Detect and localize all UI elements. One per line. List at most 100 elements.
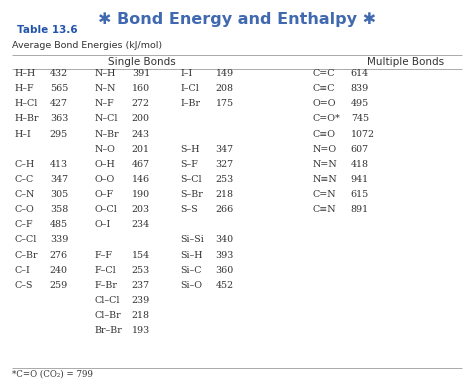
Text: N–Br: N–Br — [95, 129, 119, 139]
Text: Multiple Bonds: Multiple Bonds — [367, 57, 444, 67]
Text: N–O: N–O — [95, 145, 116, 154]
Text: N–F: N–F — [95, 99, 115, 108]
Text: S–S: S–S — [180, 205, 198, 214]
Text: C–I: C–I — [14, 266, 30, 275]
Text: C=N: C=N — [313, 190, 337, 199]
Text: Si–C: Si–C — [180, 266, 201, 275]
Text: 295: 295 — [50, 129, 68, 139]
Text: 146: 146 — [132, 175, 150, 184]
Text: 200: 200 — [132, 115, 150, 123]
Text: H–Cl: H–Cl — [14, 99, 37, 108]
Text: 360: 360 — [216, 266, 234, 275]
Text: ✱ Bond Energy and Enthalpy ✱: ✱ Bond Energy and Enthalpy ✱ — [98, 12, 376, 27]
Text: I–Br: I–Br — [180, 99, 200, 108]
Text: Br–Br: Br–Br — [95, 326, 123, 335]
Text: O–I: O–I — [95, 220, 111, 229]
Text: C≡O: C≡O — [313, 129, 336, 139]
Text: 427: 427 — [50, 99, 68, 108]
Text: C–Br: C–Br — [14, 250, 38, 260]
Text: 941: 941 — [351, 175, 369, 184]
Text: 218: 218 — [216, 190, 234, 199]
Text: 305: 305 — [50, 190, 68, 199]
Text: S–Cl: S–Cl — [180, 175, 202, 184]
Text: 175: 175 — [216, 99, 234, 108]
Text: C–S: C–S — [14, 281, 33, 290]
Text: O–O: O–O — [95, 175, 115, 184]
Text: H–Br: H–Br — [14, 115, 39, 123]
Text: 839: 839 — [351, 84, 369, 93]
Text: 615: 615 — [351, 190, 369, 199]
Text: N=N: N=N — [313, 160, 337, 169]
Text: 253: 253 — [132, 266, 150, 275]
Text: 393: 393 — [216, 250, 234, 260]
Text: C≡N: C≡N — [313, 205, 337, 214]
Text: N≡N: N≡N — [313, 175, 337, 184]
Text: 193: 193 — [132, 326, 150, 335]
Text: 276: 276 — [50, 250, 68, 260]
Text: 467: 467 — [132, 160, 150, 169]
Text: 234: 234 — [132, 220, 150, 229]
Text: O–H: O–H — [95, 160, 116, 169]
Text: S–Br: S–Br — [180, 190, 203, 199]
Text: 339: 339 — [50, 236, 68, 244]
Text: 243: 243 — [132, 129, 150, 139]
Text: H–I: H–I — [14, 129, 31, 139]
Text: 363: 363 — [50, 115, 68, 123]
Text: 218: 218 — [132, 311, 150, 320]
Text: 240: 240 — [50, 266, 68, 275]
Text: Average Bond Energies (kJ/mol): Average Bond Energies (kJ/mol) — [12, 41, 162, 50]
Text: Si–Si: Si–Si — [180, 236, 204, 244]
Text: 607: 607 — [351, 145, 369, 154]
Text: C–N: C–N — [14, 190, 35, 199]
Text: I–Cl: I–Cl — [180, 84, 199, 93]
Text: 347: 347 — [216, 145, 234, 154]
Text: *C=O (CO₂) = 799: *C=O (CO₂) = 799 — [12, 370, 93, 378]
Text: 745: 745 — [351, 115, 369, 123]
Text: S–H: S–H — [180, 145, 200, 154]
Text: F–F: F–F — [95, 250, 113, 260]
Text: 160: 160 — [132, 84, 150, 93]
Text: I–I: I–I — [180, 69, 192, 78]
Text: Si–O: Si–O — [180, 281, 202, 290]
Text: 237: 237 — [132, 281, 150, 290]
Text: 614: 614 — [351, 69, 369, 78]
Text: 565: 565 — [50, 84, 68, 93]
Text: H–H: H–H — [14, 69, 36, 78]
Text: C–C: C–C — [14, 175, 34, 184]
Text: 413: 413 — [50, 160, 68, 169]
Text: 1072: 1072 — [351, 129, 375, 139]
Text: 154: 154 — [132, 250, 150, 260]
Text: Cl–Br: Cl–Br — [95, 311, 121, 320]
Text: 891: 891 — [351, 205, 369, 214]
Text: N–N: N–N — [95, 84, 116, 93]
Text: O–Cl: O–Cl — [95, 205, 118, 214]
Text: 347: 347 — [50, 175, 68, 184]
Text: N–Cl: N–Cl — [95, 115, 118, 123]
Text: C–O: C–O — [14, 205, 34, 214]
Text: H–F: H–F — [14, 84, 34, 93]
Text: 495: 495 — [351, 99, 369, 108]
Text: 272: 272 — [132, 99, 150, 108]
Text: 239: 239 — [132, 296, 150, 305]
Text: 259: 259 — [50, 281, 68, 290]
Text: O–F: O–F — [95, 190, 114, 199]
Text: C=C: C=C — [313, 69, 335, 78]
Text: O=O: O=O — [313, 99, 337, 108]
Text: C–F: C–F — [14, 220, 33, 229]
Text: N–H: N–H — [95, 69, 116, 78]
Text: Si–H: Si–H — [180, 250, 202, 260]
Text: F–Br: F–Br — [95, 281, 118, 290]
Text: 391: 391 — [132, 69, 150, 78]
Text: 201: 201 — [132, 145, 150, 154]
Text: 340: 340 — [216, 236, 234, 244]
Text: 418: 418 — [351, 160, 369, 169]
Text: 432: 432 — [50, 69, 68, 78]
Text: 208: 208 — [216, 84, 234, 93]
Text: Cl–Cl: Cl–Cl — [95, 296, 120, 305]
Text: Table 13.6: Table 13.6 — [18, 25, 78, 35]
Text: S–F: S–F — [180, 160, 198, 169]
Text: 190: 190 — [132, 190, 150, 199]
Text: 327: 327 — [216, 160, 234, 169]
Text: 253: 253 — [216, 175, 234, 184]
Text: 452: 452 — [216, 281, 234, 290]
